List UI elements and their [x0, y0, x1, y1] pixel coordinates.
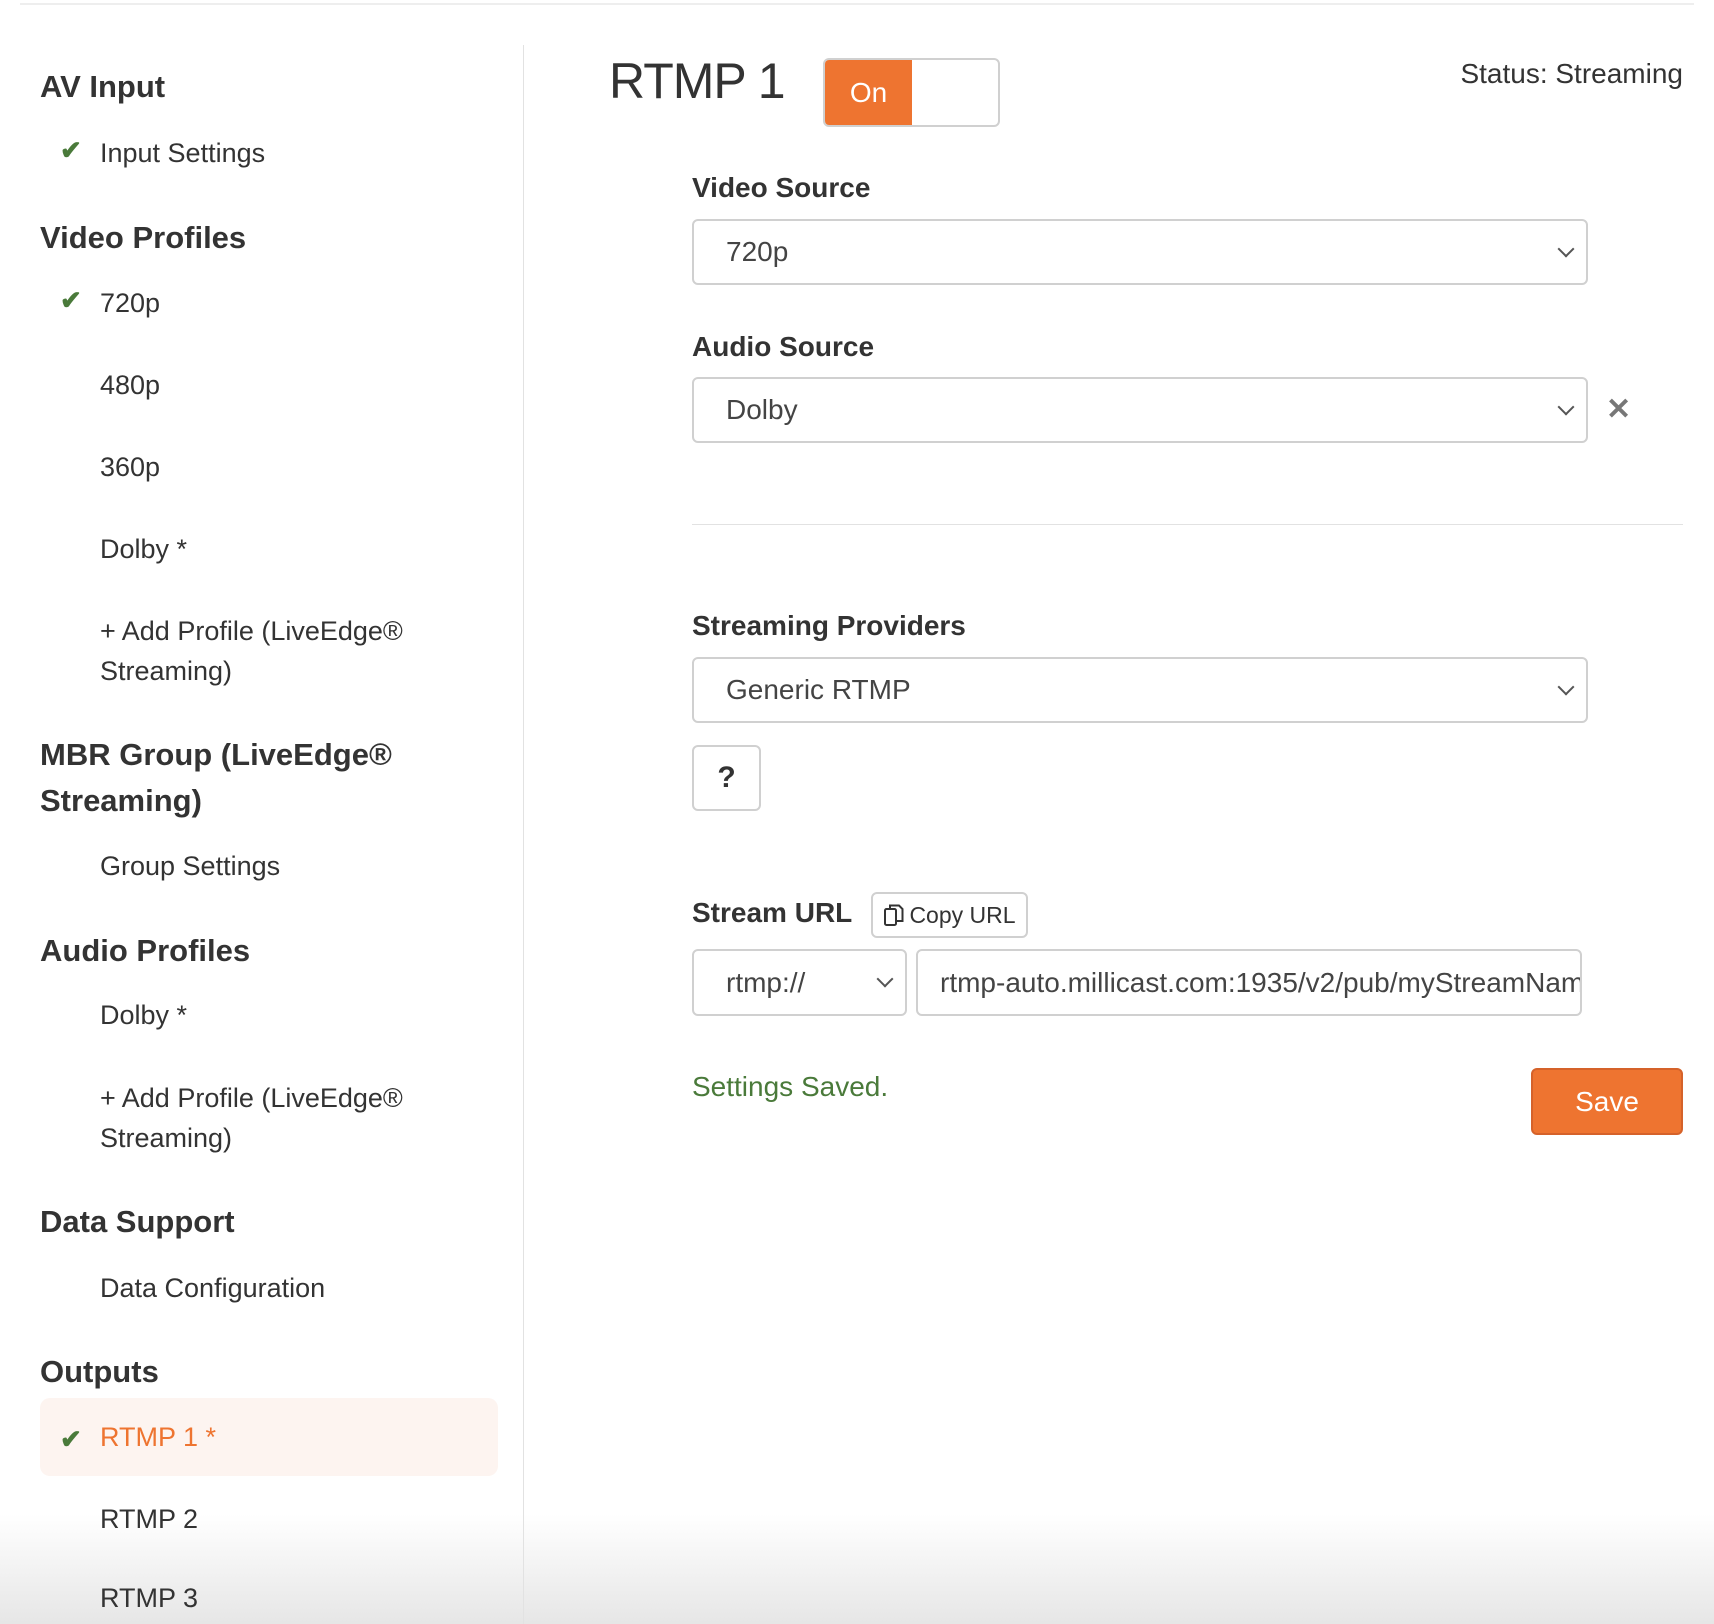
audio-source-label: Audio Source	[692, 331, 875, 362]
check-icon: ✔	[60, 1424, 82, 1454]
protocol-select[interactable]: rtmp://	[692, 949, 907, 1016]
chevron-down-icon	[1557, 398, 1575, 416]
streaming-providers-label: Streaming Providers	[692, 610, 966, 641]
section-heading-outputs: Outputs	[40, 1354, 159, 1389]
copy-url-button[interactable]: Copy URL	[871, 892, 1028, 938]
video-source-select[interactable]: 720p	[692, 219, 1588, 285]
window-bottom-shadow	[0, 1514, 1714, 1624]
sidebar-item-rtmp2[interactable]: RTMP 2	[100, 1504, 199, 1534]
section-heading-data-support: Data Support	[40, 1204, 235, 1239]
section-heading-av-input: AV Input	[40, 69, 166, 104]
toggle-on-label: On	[825, 60, 912, 125]
status-text: Status: Streaming	[1460, 58, 1683, 89]
audio-source-select[interactable]: Dolby	[692, 377, 1588, 443]
output-toggle[interactable]: On	[823, 58, 1000, 127]
add-video-profile-line1: + Add Profile (LiveEdge®	[100, 616, 403, 646]
add-video-profile-link[interactable]: + Add Profile (LiveEdge® Streaming)	[100, 611, 403, 691]
chevron-down-icon	[1557, 240, 1575, 258]
sidebar-item-rtmp3[interactable]: RTMP 3	[100, 1583, 199, 1613]
sidebar-item-480p[interactable]: 480p	[100, 370, 161, 400]
help-button[interactable]: ?	[692, 745, 761, 811]
mbr-heading-line1: MBR Group (LiveEdge®	[40, 737, 392, 772]
chevron-down-icon	[876, 970, 894, 988]
sidebar-item-rtmp1[interactable]: RTMP 1 *	[100, 1422, 217, 1452]
sidebar-item-dolby-video[interactable]: Dolby *	[100, 534, 188, 564]
mbr-heading-line2: Streaming)	[40, 783, 202, 818]
copy-url-label: Copy URL	[909, 901, 1016, 928]
streaming-providers-select[interactable]: Generic RTMP	[692, 657, 1588, 723]
top-border	[20, 3, 1694, 5]
sidebar-item-input-settings[interactable]: Input Settings	[100, 138, 266, 168]
clear-audio-source-icon[interactable]: ✕	[1606, 393, 1632, 426]
streaming-provider-value: Generic RTMP	[726, 674, 911, 705]
check-icon: ✔	[60, 285, 82, 315]
page-title: RTMP 1	[609, 53, 786, 109]
sidebar-item-group-settings[interactable]: Group Settings	[100, 851, 281, 881]
protocol-value: rtmp://	[726, 966, 806, 998]
section-heading-video-profiles: Video Profiles	[40, 220, 247, 255]
sidebar-divider	[523, 45, 524, 1624]
chevron-down-icon	[1557, 678, 1575, 696]
stream-url-input[interactable]: rtmp-auto.millicast.com:1935/v2/pub/mySt…	[916, 949, 1582, 1016]
section-heading-audio-profiles: Audio Profiles	[40, 933, 251, 968]
add-audio-profile-link[interactable]: + Add Profile (LiveEdge® Streaming)	[100, 1078, 403, 1158]
video-source-label: Video Source	[692, 172, 871, 203]
add-audio-profile-line2: Streaming)	[100, 1123, 233, 1153]
video-source-value: 720p	[726, 236, 789, 267]
sidebar-item-360p[interactable]: 360p	[100, 452, 161, 482]
section-heading-mbr-group: MBR Group (LiveEdge® Streaming)	[40, 732, 392, 824]
save-button[interactable]: Save	[1531, 1068, 1683, 1135]
sidebar-item-rtmp1-active[interactable]	[40, 1398, 498, 1476]
copy-icon	[884, 904, 904, 926]
section-divider	[692, 524, 1683, 525]
check-icon: ✔	[60, 135, 82, 165]
sidebar-item-data-configuration[interactable]: Data Configuration	[100, 1273, 326, 1303]
add-video-profile-line2: Streaming)	[100, 656, 233, 686]
sidebar-item-720p[interactable]: 720p	[100, 288, 161, 318]
add-audio-profile-line1: + Add Profile (LiveEdge®	[100, 1083, 403, 1113]
audio-source-value: Dolby	[726, 394, 798, 425]
settings-saved-message: Settings Saved.	[692, 1071, 889, 1102]
sidebar-item-dolby-audio[interactable]: Dolby *	[100, 1000, 188, 1030]
stream-url-label: Stream URL	[692, 897, 853, 928]
